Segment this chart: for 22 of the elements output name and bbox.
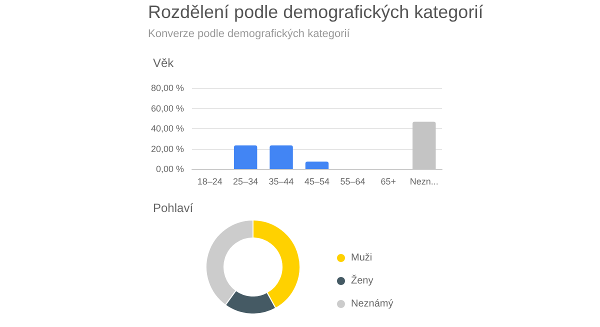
bar: [270, 145, 293, 169]
bar: [305, 162, 329, 169]
y-tick-label: 80,00 %: [150, 83, 184, 93]
y-tick-label: 0,00 %: [156, 164, 184, 174]
x-tick-label: 18–24: [197, 176, 222, 186]
x-tick-label: Nezn...: [410, 176, 438, 186]
bar: [234, 145, 258, 169]
chart-title: Pohlaví: [153, 201, 194, 215]
legend-label: Ženy: [351, 274, 374, 286]
legend-label: Muži: [351, 252, 372, 264]
x-tick-label: 25–34: [233, 176, 258, 186]
y-tick-label: 40,00 %: [150, 124, 184, 134]
y-tick-label: 20,00 %: [150, 144, 184, 154]
legend-label: Neznámý: [351, 298, 394, 310]
text: Konverze podle demografických kategorií: [148, 28, 351, 40]
chart-title: Věk: [153, 56, 175, 70]
text: Rozdělení podle demografických kategorií: [148, 2, 484, 23]
x-tick-label: 65+: [380, 176, 396, 186]
x-tick-label: 55–64: [340, 176, 366, 186]
x-tick-label: 35–44: [268, 176, 294, 186]
y-tick-label: 60,00 %: [150, 103, 184, 114]
x-tick-label: 45–54: [304, 176, 330, 186]
